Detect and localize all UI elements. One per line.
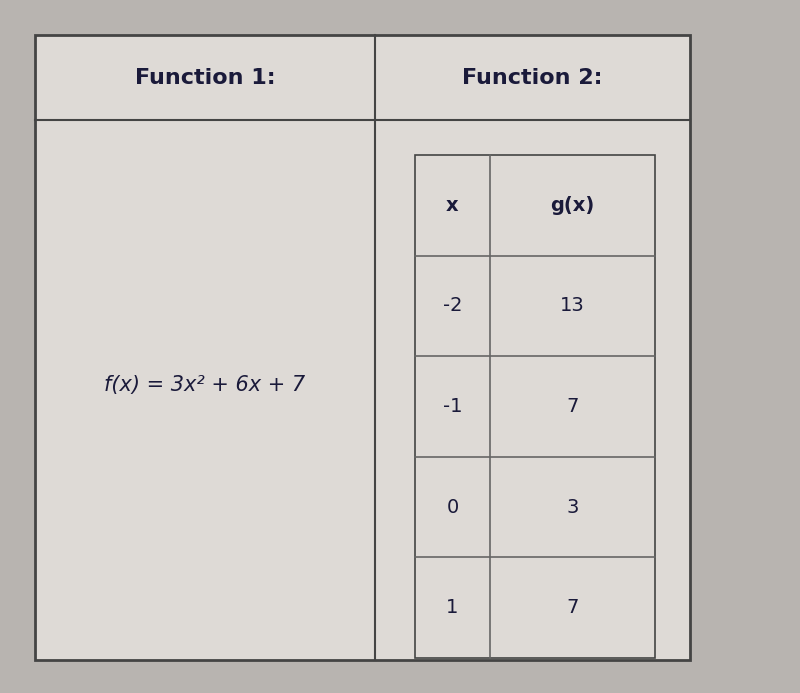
Text: g(x): g(x) [550, 196, 594, 215]
Text: x: x [446, 196, 459, 215]
Text: 1: 1 [446, 598, 458, 617]
Bar [415, 155, 655, 658]
Text: 7: 7 [566, 397, 578, 416]
Text: 13: 13 [560, 297, 585, 315]
Text: 7: 7 [566, 598, 578, 617]
Text: 0: 0 [446, 498, 458, 516]
Text: -1: -1 [442, 397, 462, 416]
Text: Function 1:: Function 1: [134, 67, 275, 87]
Text: Function 2:: Function 2: [462, 67, 602, 87]
Text: -2: -2 [442, 297, 462, 315]
Text: f(x) = 3x² + 6x + 7: f(x) = 3x² + 6x + 7 [105, 375, 306, 395]
Bar [35, 35, 690, 660]
Text: 3: 3 [566, 498, 578, 516]
